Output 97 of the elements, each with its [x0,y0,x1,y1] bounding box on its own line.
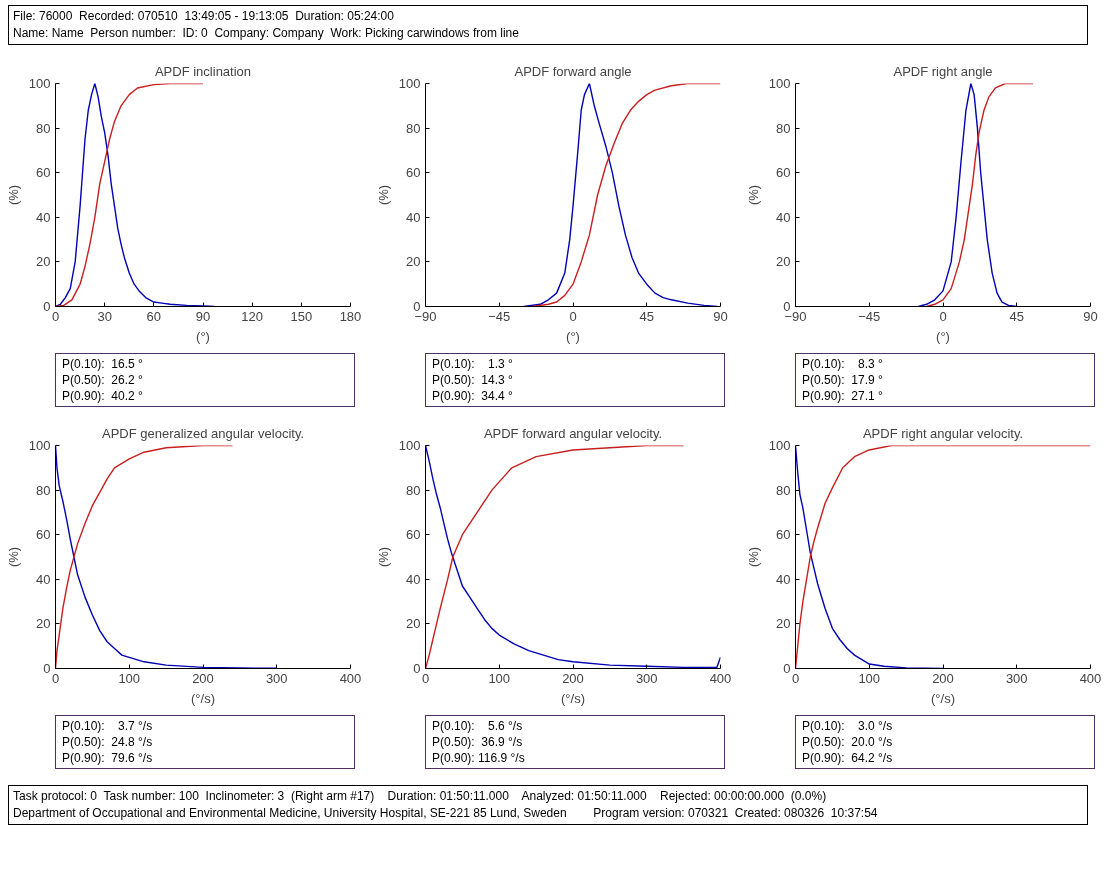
text: Task protocol: 0 Task number: 100 Inclinometer: 3 (Right arm #17) Duration: 01:50:11.000 Analyzed: 01:50:11.000 Rejected: 00:00:00.000 (0.0%) [13,789,827,803]
text: P(0.90): 64.2 °/s [802,751,893,765]
x-tick-label: 60 [146,308,162,324]
x-tick-label: 300 [1005,670,1028,686]
y-tick-label: 80 [776,482,791,498]
text: P(0.10): 3.0 °/s [802,719,893,733]
y-tick-label: 40 [406,209,421,225]
x-tick-label: 0 [569,308,577,324]
y-tick-label: 80 [36,482,51,498]
chart-title: APDF inclination [154,63,252,79]
text: P(0.10): 1.3 ° [432,357,513,371]
y-tick-label: 100 [768,438,791,453]
text: P(0.10): 16.5 ° [62,357,143,371]
y-tick-label: 20 [406,254,421,270]
y-tick-label: 20 [36,254,51,270]
x-tick-label: 150 [290,308,313,324]
y-tick-label: 40 [776,571,791,587]
x-tick-label: 45 [1009,308,1024,324]
chart-title: APDF forward angular velocity. [483,425,663,441]
x-axis-title: (°/s) [931,690,955,706]
x-tick-label: 400 [339,670,362,686]
x-tick-label: 300 [635,670,658,686]
x-tick-label: 90 [195,308,211,324]
text: P(0.50): 17.9 ° [802,373,883,387]
x-tick-label: 400 [709,670,732,686]
y-tick-label: 20 [406,616,421,632]
x-tick-label: 100 [118,670,141,686]
y-tick-label: 40 [36,571,51,587]
y-tick-label: 40 [776,209,791,225]
x-tick-label: 200 [562,670,584,686]
y-tick-label: 60 [776,527,791,543]
x-tick-label: −45 [858,308,881,324]
x-tick-label: 300 [265,670,288,686]
x-tick-label: 120 [241,308,264,324]
x-axis-title: (°) [936,328,950,344]
y-tick-label: 60 [406,165,421,181]
text: P(0.10): 3.7 °/s [62,719,153,733]
text: P(0.50): 26.2 ° [62,373,143,387]
y-tick-label: 40 [406,571,421,587]
x-tick-label: 180 [339,308,362,324]
y-tick-label: 100 [28,76,51,91]
x-tick-label: 0 [939,308,947,324]
text: Department of Occupational and Environmental Medicine, University Hospital, SE-221 85 Lund, Sweden Program version: 070321 Created: 080326 10:37:54 [13,806,878,820]
x-tick-label: 200 [932,670,954,686]
y-tick-label: 20 [776,616,791,632]
text: P(0.10): 8.3 ° [802,357,883,371]
text: P(0.50): 14.3 ° [432,373,513,387]
y-tick-label: 60 [776,165,791,181]
y-tick-label: 100 [28,438,51,453]
text: P(0.10): 5.6 °/s [432,719,523,733]
y-axis-title: (%) [5,184,21,206]
x-tick-label: 400 [1079,670,1102,686]
x-tick-label: 45 [639,308,654,324]
chart-title: APDF generalized angular velocity. [101,425,305,441]
text: P(0.90): 40.2 ° [62,389,143,403]
y-axis-title: (%) [745,546,761,568]
y-axis-title: (%) [375,184,391,206]
y-tick-label: 100 [398,76,421,91]
line-series [917,83,1018,307]
text: P(0.90): 27.1 ° [802,389,883,403]
y-axis-title: (%) [5,546,21,568]
chart-title: APDF right angle [893,63,993,79]
x-tick-label: −45 [488,308,511,324]
y-tick-label: 20 [36,616,51,632]
y-tick-label: 20 [776,254,791,270]
y-tick-label: 100 [768,76,791,91]
x-tick-label: 200 [192,670,214,686]
x-axis-title: (°) [566,328,580,344]
x-tick-label: 30 [97,308,112,324]
y-tick-label: 80 [406,120,421,136]
text: P(0.50): 20.0 °/s [802,735,893,749]
x-tick-label: 100 [858,670,881,686]
text: P(0.90): 79.6 °/s [62,751,153,765]
y-tick-label: 80 [36,120,51,136]
chart-title: APDF forward angle [514,63,632,79]
x-tick-label: 100 [488,670,511,686]
y-axis-title: (%) [375,546,391,568]
y-tick-label: 60 [406,527,421,543]
y-tick-label: 80 [406,482,421,498]
y-tick-label: 60 [36,165,51,181]
chart-title: APDF right angular velocity. [862,425,1024,441]
text: P(0.90): 116.9 °/s [432,751,525,765]
text: File: 76000 Recorded: 070510 13:49:05 - 19:13:05 Duration: 05:24:00 [13,9,394,23]
x-axis-title: (°) [196,328,210,344]
x-axis-title: (°/s) [561,690,585,706]
y-tick-label: 60 [36,527,51,543]
text: Name: Name Person number: ID: 0 Company: Company Work: Picking carwindows from line [13,26,519,40]
x-tick-label: 90 [713,308,728,324]
y-tick-label: 100 [398,438,421,453]
x-axis-title: (°/s) [191,690,215,706]
y-tick-label: 40 [36,209,51,225]
x-tick-label: 90 [1083,308,1098,324]
y-tick-label: 80 [776,120,791,136]
text: P(0.50): 24.8 °/s [62,735,153,749]
text: P(0.90): 34.4 ° [432,389,513,403]
text: P(0.50): 36.9 °/s [432,735,523,749]
y-axis-title: (%) [745,184,761,206]
